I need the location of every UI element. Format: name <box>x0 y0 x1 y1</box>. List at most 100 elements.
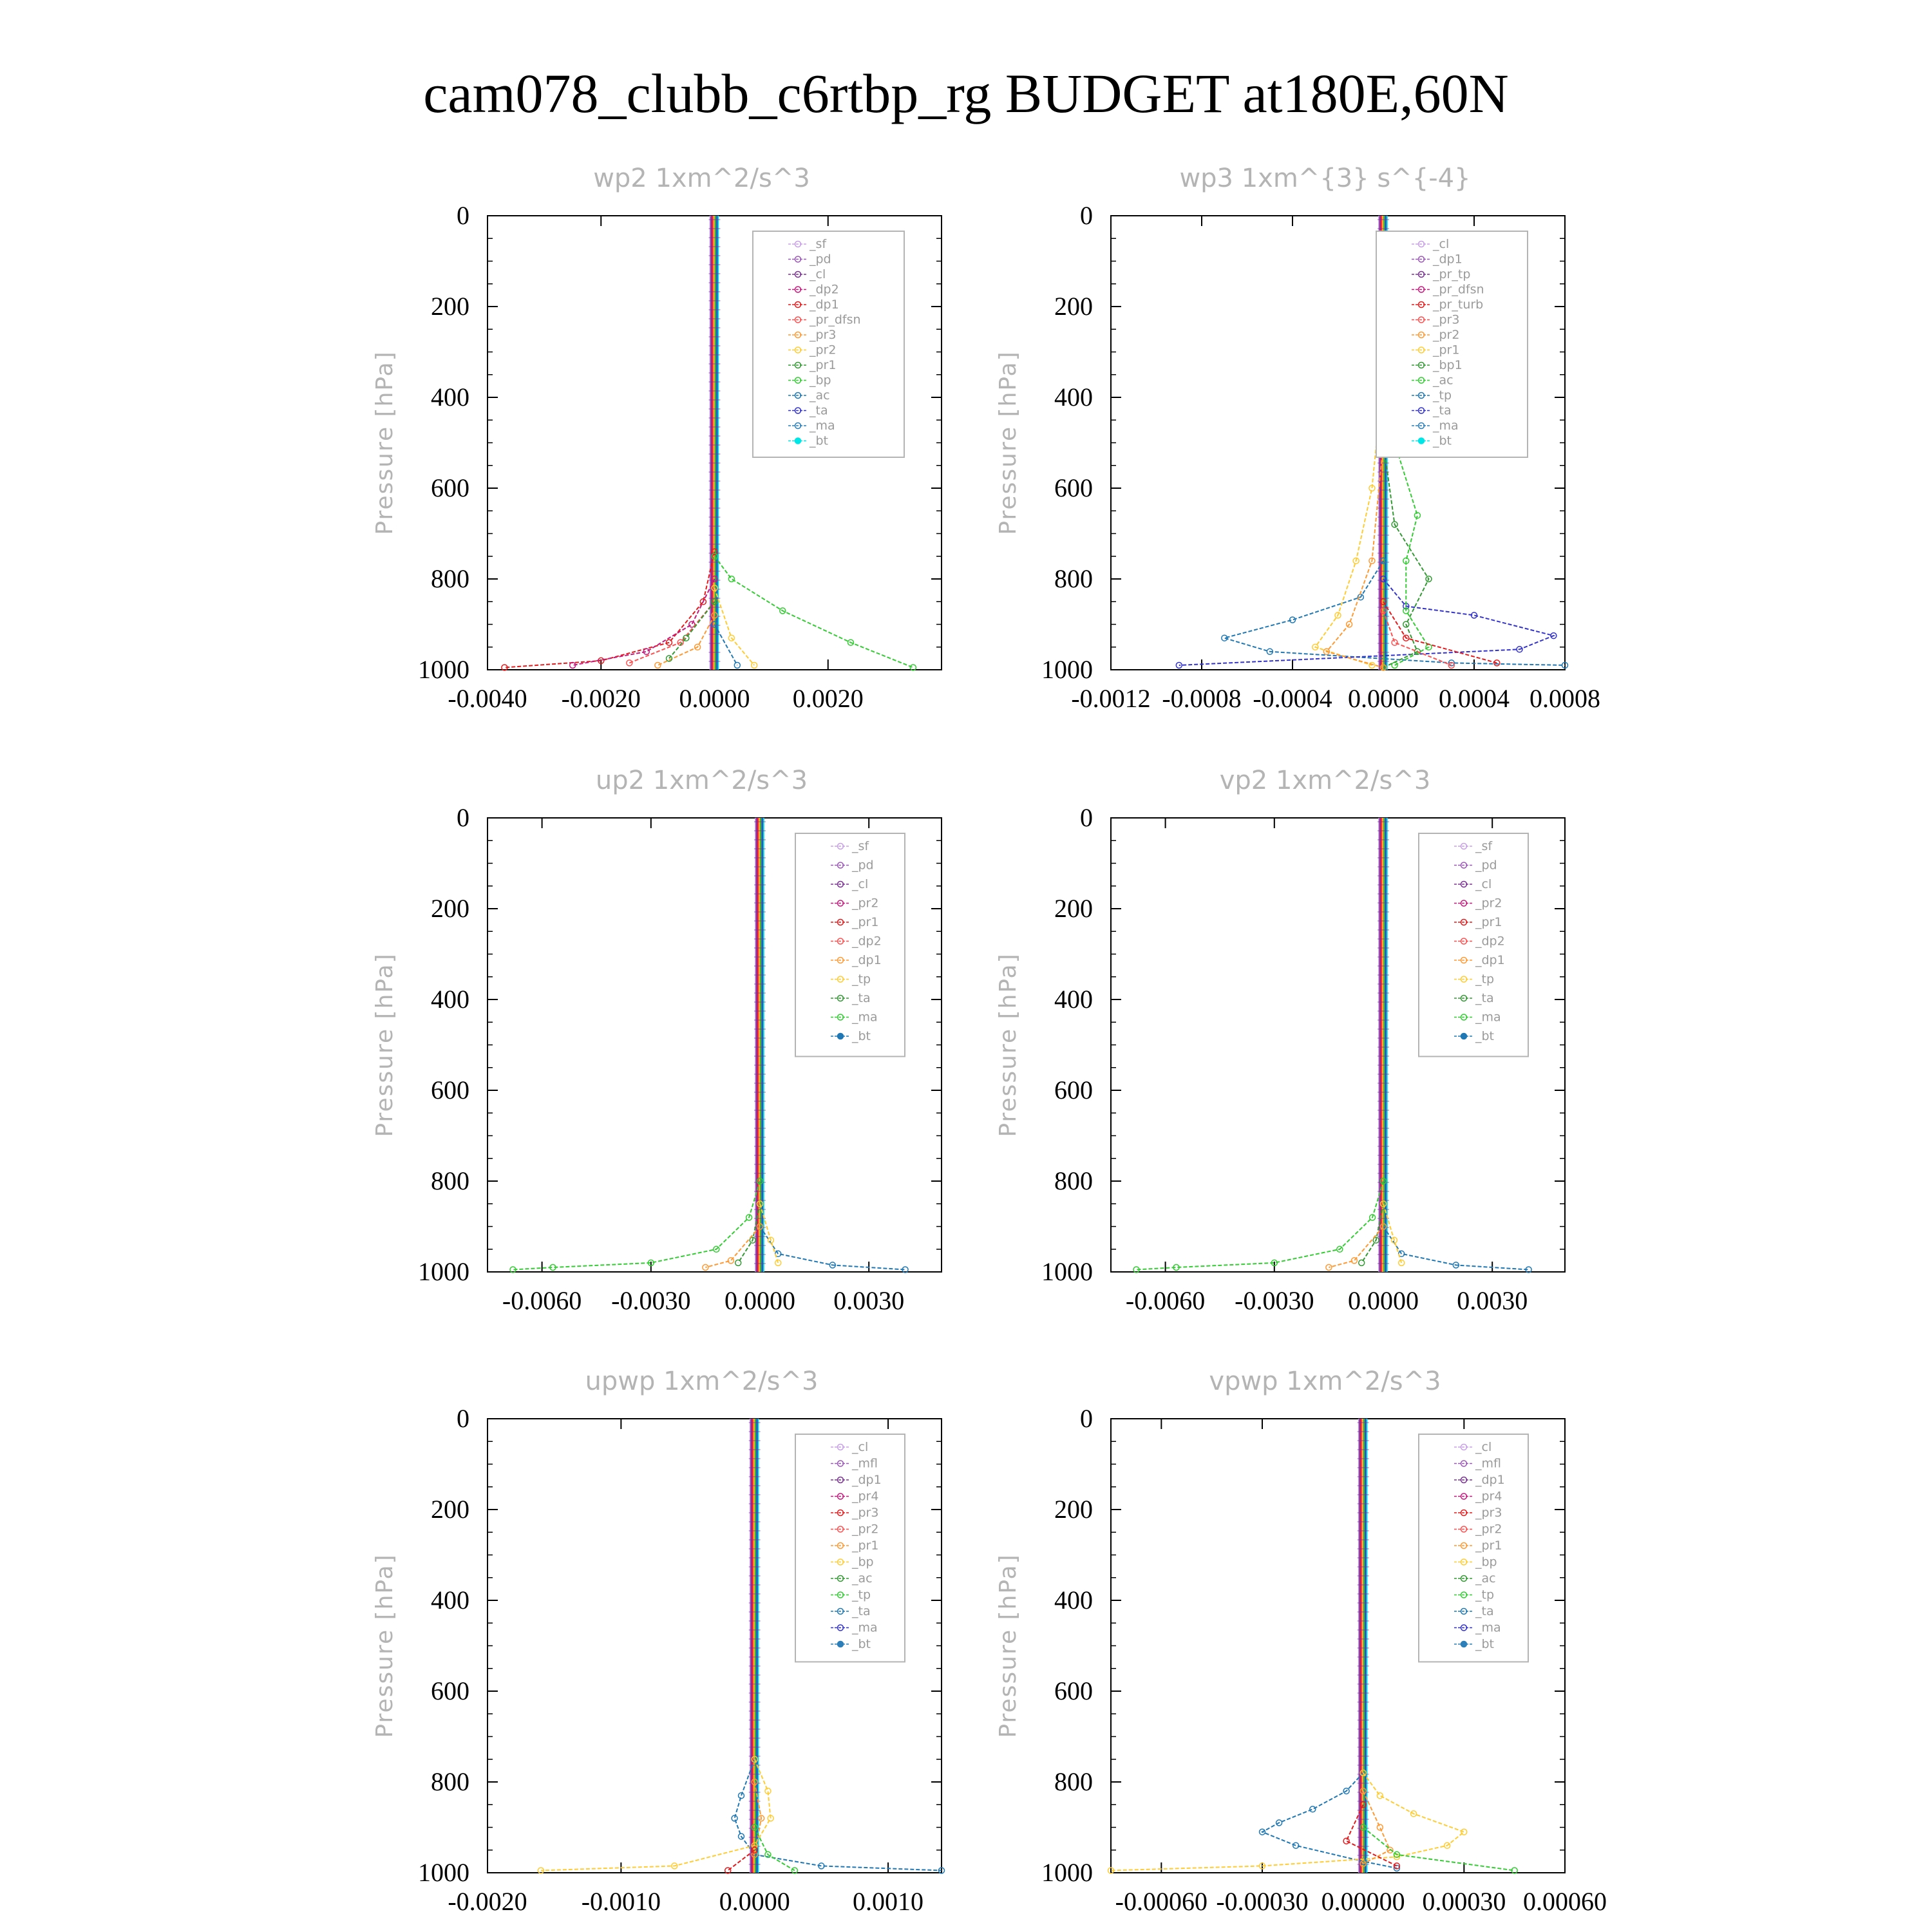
legend-label: _pr3 <box>1475 1506 1502 1520</box>
series-point <box>1379 1223 1387 1230</box>
series-point <box>1443 1842 1451 1849</box>
series-point <box>1325 1264 1332 1271</box>
series-point <box>751 1846 758 1854</box>
y-tick-label: 600 <box>1054 473 1093 502</box>
y-tick-label: 800 <box>431 1767 469 1796</box>
series-point <box>1393 1851 1401 1859</box>
panel-1: wp3 1xm^{3} s^{-4} Pressure [hPa] 0 200 400 6… <box>995 164 1600 713</box>
series-point <box>1271 1259 1278 1267</box>
legend-label: _pr3 <box>809 328 836 342</box>
legend-marker <box>794 256 802 263</box>
series-point <box>1258 1862 1266 1870</box>
legend-label: _bt <box>851 1637 871 1651</box>
y-tick-label: 200 <box>431 894 469 923</box>
y-tick-label: 1000 <box>418 1257 469 1286</box>
legend-label: _bp <box>1475 1555 1497 1569</box>
legend-marker <box>1460 1624 1468 1631</box>
legend-marker <box>837 1624 844 1631</box>
series-point <box>1323 648 1331 656</box>
page-title: cam078_clubb_c6rtbp_rg BUDGET at180E,60N <box>423 62 1509 124</box>
y-tick-label: 200 <box>1054 1495 1093 1524</box>
series-point <box>711 584 718 592</box>
y-tick-label: 800 <box>1054 1166 1093 1195</box>
panel-title: vp2 1xm^2/s^3 <box>1220 766 1431 795</box>
series-point <box>549 1264 556 1271</box>
series-line-pr2 <box>1362 1790 1391 1864</box>
series-point <box>1525 1266 1532 1273</box>
legend-marker <box>837 1558 844 1566</box>
legend-marker <box>1460 994 1468 1002</box>
legend-marker <box>1460 1558 1468 1566</box>
legend-label: _cl <box>1475 877 1492 891</box>
legend-label: _ac <box>851 1571 873 1586</box>
series-point <box>745 1214 753 1221</box>
legend-label: _ma <box>1432 419 1459 433</box>
series-point <box>1266 648 1274 656</box>
series-point <box>647 1259 655 1267</box>
y-axis-label: Pressure [hPa] <box>372 350 398 535</box>
series-point <box>1173 1264 1180 1271</box>
series-line-bp <box>714 556 914 668</box>
y-tick-label: 1000 <box>1041 1858 1093 1887</box>
series-point <box>1379 598 1387 605</box>
series-point <box>665 655 673 662</box>
legend-label: _ta <box>1432 404 1452 418</box>
panel-0: wp2 1xm^2/s^3 Pressure [hPa] 0 200 400 600 800… <box>372 164 942 713</box>
series-line-pr2 <box>1314 374 1384 666</box>
legend-marker <box>794 270 802 278</box>
panel-4: upwp 1xm^2/s^3 Pressure [hPa] 0 200 400 600 80… <box>372 1367 945 1916</box>
y-axis-label: Pressure [hPa] <box>372 952 398 1137</box>
legend-marker <box>794 392 802 399</box>
series-point <box>665 639 673 646</box>
series-line-dp2 <box>573 578 715 666</box>
legend-marker <box>1460 1460 1468 1467</box>
legend-marker <box>837 994 844 1002</box>
legend-marker <box>1417 361 1425 369</box>
series-point <box>1414 512 1421 519</box>
x-tick-label: 0.0000 <box>1348 684 1419 713</box>
series-point <box>1391 639 1398 646</box>
legend-label: _ta <box>851 991 871 1005</box>
legend-label: _pd <box>851 858 874 873</box>
series-line-dp2 <box>737 1204 761 1264</box>
legend-marker <box>837 880 844 888</box>
series-point <box>756 1223 764 1230</box>
legend-label: _pr2 <box>851 1522 878 1537</box>
x-tick-label: -0.0040 <box>448 684 527 713</box>
legend-box <box>1418 833 1529 1057</box>
panel-title: wp2 1xm^2/s^3 <box>593 164 810 193</box>
legend-label: _bt <box>809 434 828 448</box>
series-point <box>1393 1862 1401 1870</box>
series-line-pr2 <box>1383 1204 1403 1264</box>
legend-label: _ma <box>851 1621 878 1635</box>
series-point <box>1403 607 1410 614</box>
series-point <box>791 1867 799 1874</box>
series-point <box>713 1245 720 1253</box>
legend-label: _pr_tp <box>1432 267 1470 281</box>
legend-label: _pr_turb <box>1432 298 1483 312</box>
legend-marker <box>1460 880 1468 888</box>
series-point <box>767 1815 774 1822</box>
legend-marker <box>837 842 844 850</box>
series-point <box>750 661 758 669</box>
legend-label: _ta <box>809 404 828 418</box>
legend-marker <box>837 1575 844 1582</box>
legend-label: _dp2 <box>1475 934 1505 949</box>
panel-2: up2 1xm^2/s^3 Pressure [hPa] 0 200 400 600 800… <box>372 766 942 1315</box>
series-point <box>1292 1842 1300 1849</box>
series-line-pr1 <box>540 1759 772 1871</box>
panel-title: wp3 1xm^{3} s^{-4} <box>1179 164 1470 193</box>
series-point <box>751 1851 758 1859</box>
legend-label: _sf <box>809 237 827 251</box>
legend-marker <box>794 361 802 369</box>
series-point <box>1379 1177 1387 1185</box>
y-tick-label: 200 <box>431 292 469 321</box>
series-point <box>751 1824 758 1831</box>
y-tick-label: 800 <box>1054 564 1093 593</box>
legend-marker <box>1460 1032 1468 1040</box>
x-tick-label: 0.0020 <box>793 684 864 713</box>
series-point <box>764 1787 772 1795</box>
series-point <box>1312 643 1319 651</box>
y-tick-label: 800 <box>431 1166 469 1195</box>
x-tick-label: 0.0004 <box>1439 684 1510 713</box>
